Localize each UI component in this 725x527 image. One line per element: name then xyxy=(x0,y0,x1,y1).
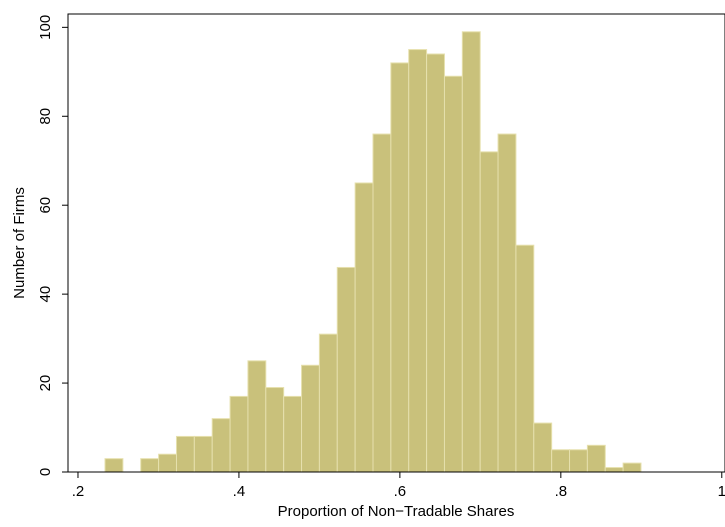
y-tick-label: 0 xyxy=(37,468,54,476)
y-tick-label: 20 xyxy=(37,375,54,392)
bar xyxy=(211,418,231,473)
y-tick-label: 80 xyxy=(37,108,54,125)
bar xyxy=(586,444,606,473)
bar xyxy=(104,458,124,473)
plot-frame xyxy=(67,13,725,473)
bar xyxy=(175,435,195,473)
bar xyxy=(318,333,338,473)
y-tick-label: 60 xyxy=(37,197,54,214)
bar xyxy=(336,266,356,473)
bar xyxy=(247,360,267,473)
y-tick-label: 100 xyxy=(37,15,54,40)
bar xyxy=(426,53,445,473)
bar xyxy=(479,151,499,473)
bar xyxy=(283,395,303,473)
bar xyxy=(158,453,177,473)
x-tick-label: .2 xyxy=(72,483,85,500)
bar xyxy=(497,133,517,473)
bar xyxy=(140,458,160,473)
bar xyxy=(551,449,571,473)
y-axis-title: Number of Firms xyxy=(11,187,28,299)
x-tick-label: .8 xyxy=(555,483,568,500)
bar xyxy=(569,449,588,473)
bar xyxy=(301,364,320,473)
bar xyxy=(354,182,374,473)
x-tick-label: .4 xyxy=(233,483,246,500)
bar xyxy=(533,422,553,473)
bar xyxy=(515,244,535,473)
y-tick-label: 40 xyxy=(37,286,54,303)
bar xyxy=(604,467,624,473)
bar xyxy=(372,133,392,473)
bar xyxy=(408,49,428,473)
x-tick-label: 1 xyxy=(718,483,725,500)
bar xyxy=(265,387,285,473)
bar xyxy=(390,62,410,473)
bar xyxy=(229,395,249,473)
bar xyxy=(193,435,213,473)
x-axis-title: Proportion of Non−Tradable Shares xyxy=(278,503,515,520)
bar xyxy=(622,462,642,473)
bar xyxy=(461,31,481,473)
x-tick-label: .6 xyxy=(394,483,407,500)
bar xyxy=(443,75,463,473)
